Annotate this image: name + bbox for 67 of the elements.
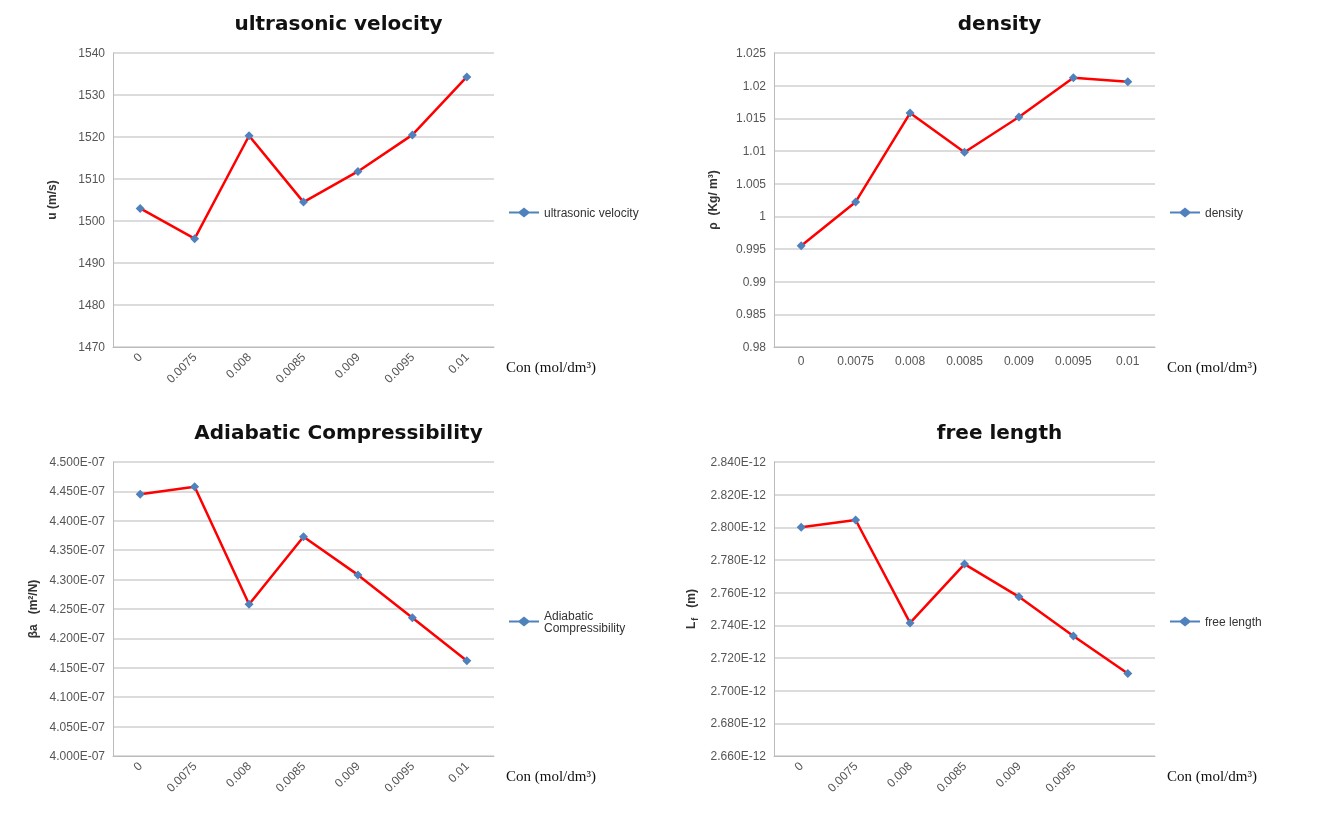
- y-tick-label: 1.025: [735, 46, 767, 60]
- x-tick-label: 0: [797, 354, 805, 368]
- x-tick-label: 0.01: [445, 758, 472, 786]
- y-tick-label: 1480: [78, 298, 106, 312]
- legend-label: Adiabatic Compressibility: [544, 608, 626, 635]
- y-tick-label: 4.050E-07: [49, 719, 106, 734]
- y-tick-label: 4.150E-07: [49, 660, 106, 675]
- y-tick-label: 1470: [78, 340, 106, 354]
- y-tick-label: 2.740E-12: [710, 618, 767, 633]
- y-tick-label: 2.760E-12: [710, 585, 767, 600]
- x-axis-title: Con (mol/dm³): [1167, 358, 1257, 376]
- y-tick-label: 2.700E-12: [710, 683, 767, 698]
- x-tick-label: 0.0095: [1055, 354, 1093, 368]
- x-tick-label: 0.01: [445, 349, 472, 377]
- y-tick-label: 1: [759, 209, 767, 224]
- y-tick-label: 1530: [78, 88, 106, 102]
- y-tick-label: 1.01: [742, 144, 767, 158]
- y-tick-label: 0.99: [742, 274, 767, 289]
- x-tick-label: 0.009: [1003, 354, 1035, 368]
- y-tick-label: 2.720E-12: [710, 651, 767, 665]
- x-axis-title: Con (mol/dm³): [1167, 767, 1257, 785]
- x-tick-label: 0: [130, 349, 146, 365]
- y-tick-label: 2.840E-12: [710, 455, 767, 469]
- x-axis-title: Con (mol/dm³): [506, 767, 596, 785]
- chart-title: ultrasonic velocity: [234, 11, 443, 35]
- y-tick-label: 4.500E-07: [49, 455, 106, 469]
- y-tick-label: 0.985: [735, 307, 767, 322]
- x-axis-title: Con (mol/dm³): [506, 358, 596, 376]
- x-tick-label: 0.0075: [837, 354, 875, 368]
- chart-title: density: [957, 11, 1042, 35]
- legend-label: density: [1205, 205, 1244, 220]
- y-tick-label: 1520: [78, 130, 106, 144]
- y-tick-label: 2.780E-12: [710, 553, 767, 567]
- y-tick-label: 2.660E-12: [710, 749, 767, 763]
- y-tick-label: 2.820E-12: [710, 487, 767, 502]
- y-tick-label: 4.100E-07: [49, 690, 106, 705]
- x-tick-label: 0: [130, 758, 146, 774]
- y-tick-label: 0.98: [742, 340, 767, 354]
- x-tick-label: 0.008: [895, 354, 926, 368]
- y-tick-label: 4.300E-07: [49, 572, 106, 587]
- legend-label: ultrasonic velocity: [544, 205, 639, 220]
- y-tick-label: 4.350E-07: [49, 543, 106, 558]
- y-tick-label: 0.995: [735, 242, 767, 256]
- legend-label: free length: [1205, 614, 1262, 629]
- x-tick-label: 0.0085: [946, 354, 984, 368]
- y-tick-label: 2.800E-12: [710, 520, 767, 535]
- y-tick-label: 4.250E-07: [49, 602, 106, 616]
- y-axis-title: βa (m²/N): [25, 579, 40, 639]
- x-tick-label: 0.01: [1116, 354, 1140, 368]
- y-tick-label: 4.400E-07: [49, 513, 106, 528]
- y-tick-label: 2.680E-12: [710, 716, 767, 731]
- x-tick-label: 0: [791, 758, 807, 774]
- y-tick-label: 1.015: [735, 111, 767, 126]
- y-tick-label: 1490: [78, 256, 106, 270]
- y-tick-label: 4.000E-07: [49, 749, 106, 763]
- y-tick-label: 1.005: [735, 176, 767, 191]
- y-tick-label: 1540: [78, 46, 106, 60]
- y-tick-label: 4.200E-07: [49, 631, 106, 646]
- chart-title: Adiabatic Compressibility: [194, 420, 483, 444]
- y-tick-label: 1500: [78, 214, 106, 228]
- y-axis-title: u (m/s): [45, 180, 59, 220]
- y-axis-title: Lf (m): [683, 589, 701, 629]
- y-tick-label: 1.02: [742, 78, 767, 93]
- chart-title: free length: [936, 420, 1063, 444]
- y-tick-label: 1510: [78, 172, 106, 186]
- y-tick-label: 4.450E-07: [49, 484, 106, 499]
- y-axis-title: ρ (Kg/ m³): [706, 170, 720, 230]
